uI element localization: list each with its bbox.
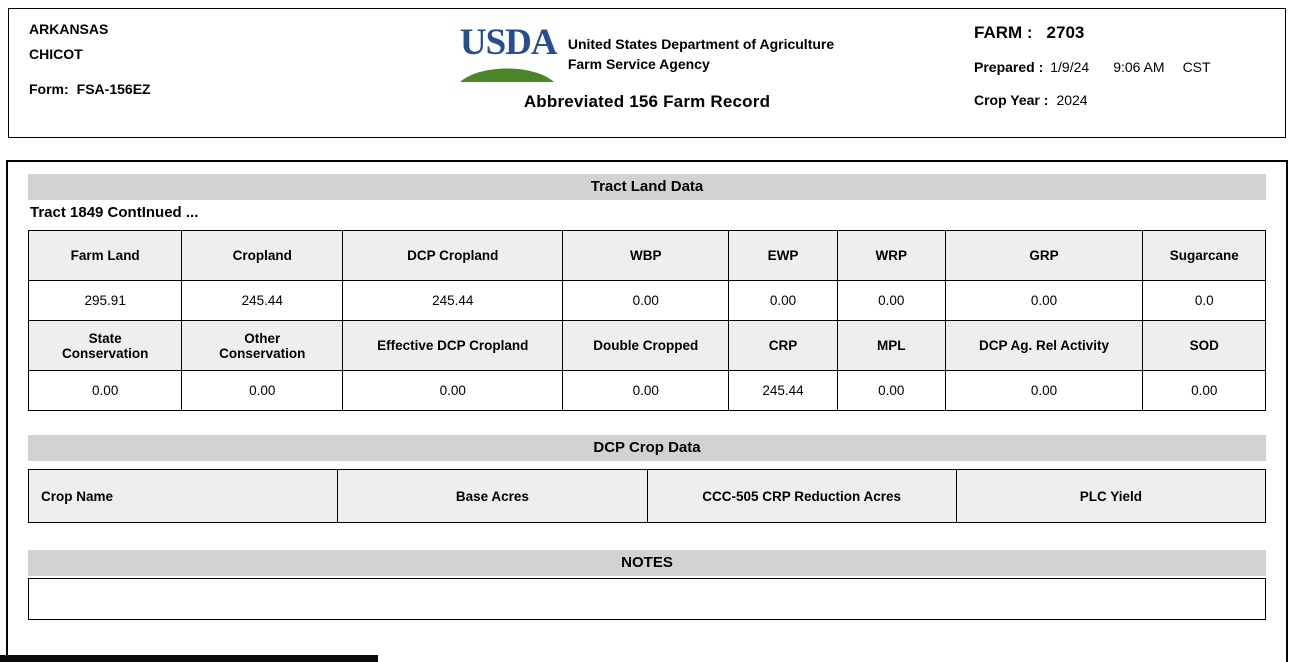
crop-year-label: Crop Year : <box>974 92 1049 108</box>
tract-header-cell: DCP Cropland <box>342 230 564 281</box>
tract-value-cell: 0.00 <box>181 370 344 411</box>
document-header: ARKANSAS CHICOT Form: FSA-156EZ USDA Unit… <box>8 8 1286 138</box>
tract-header-cell: GRP <box>944 230 1144 281</box>
tract-value-cell: 0.00 <box>562 280 730 321</box>
agency-line-1: United States Department of Agriculture <box>567 35 835 52</box>
tract-value-row-2: 0.00 0.00 0.00 0.00 245.44 0.00 0.00 0.0… <box>27 370 1266 411</box>
farm-number-line: FARM : 2703 <box>974 23 1211 43</box>
tract-header-cell: SOD <box>1142 320 1266 371</box>
tract-land-data-title: Tract Land Data <box>28 174 1266 200</box>
tract-header-row-1: Farm Land Cropland DCP Cropland WBP EWP … <box>27 230 1266 281</box>
farm-number: 2703 <box>1046 23 1085 42</box>
tract-header-cell: DCP Ag. Rel Activity <box>944 320 1144 371</box>
bottom-partial-bar <box>0 655 378 662</box>
tract-value-cell: 0.00 <box>728 280 838 321</box>
crop-year-line: Crop Year : 2024 <box>974 92 1211 108</box>
tract-header-cell: WRP <box>836 230 946 281</box>
tract-subtitle: Tract 1849 ContInued ... <box>30 204 199 221</box>
tract-header-cell: WBP <box>562 230 730 281</box>
tract-header-cell: Farm Land <box>27 230 183 281</box>
tract-header-cell: MPL <box>836 320 946 371</box>
tract-header-cell: Sugarcane <box>1142 230 1266 281</box>
crop-year-value: 2024 <box>1056 92 1088 108</box>
tract-value-row-1: 295.91 245.44 245.44 0.00 0.00 0.00 0.00… <box>27 280 1266 321</box>
tract-header-cell: Cropland <box>181 230 344 281</box>
tract-value-cell: 245.44 <box>342 280 564 321</box>
tract-value-cell: 0.00 <box>342 370 564 411</box>
header-farm-block: FARM : 2703 Prepared : 1/9/24 9:06 AM CST Cr… <box>974 23 1211 108</box>
tract-header-cell: EWP <box>728 230 838 281</box>
tract-value-cell: 0.00 <box>944 370 1144 411</box>
dcp-header-cell-crop-name: Crop Name <box>27 469 339 523</box>
tract-value-cell: 245.44 <box>181 280 344 321</box>
tract-value-cell: 0.0 <box>1142 280 1266 321</box>
document-title: Abbreviated 156 Farm Record <box>523 92 771 111</box>
usda-logo-row: USDA United States Department of Agricul… <box>459 22 834 82</box>
tract-value-cell: 295.91 <box>27 280 183 321</box>
prepared-timezone: CST <box>1182 59 1211 75</box>
notes-box <box>28 578 1266 620</box>
usda-swoosh-icon <box>459 68 554 82</box>
form-number-line: Form: FSA-156EZ <box>29 81 151 97</box>
farm-label: FARM : <box>974 23 1033 42</box>
tract-header-cell: Effective DCP Cropland <box>342 320 564 371</box>
agency-line-2: Farm Service Agency <box>567 55 710 72</box>
tract-value-cell: 0.00 <box>1142 370 1266 411</box>
prepared-line: Prepared : 1/9/24 9:06 AM CST <box>974 59 1211 75</box>
prepared-date: 1/9/24 <box>1050 59 1090 75</box>
usda-logo: USDA <box>459 22 558 82</box>
tract-land-table: Farm Land Cropland DCP Cropland WBP EWP … <box>27 230 1266 411</box>
dcp-header-row: Crop Name Base Acres CCC-505 CRP Reducti… <box>27 469 1267 523</box>
header-agency-block: USDA United States Department of Agricul… <box>9 22 1285 112</box>
header-location-block: ARKANSAS CHICOT Form: FSA-156EZ <box>29 21 151 97</box>
state-name: ARKANSAS <box>29 21 109 37</box>
notes-title: NOTES <box>28 550 1266 576</box>
tract-value-cell: 0.00 <box>836 370 946 411</box>
tract-value-cell: 0.00 <box>944 280 1144 321</box>
agency-name-block: United States Department of Agriculture … <box>568 34 834 74</box>
dcp-crop-table: Crop Name Base Acres CCC-505 CRP Reducti… <box>27 469 1267 523</box>
usda-logo-text: USDA <box>459 22 558 63</box>
county-name: CHICOT <box>29 46 83 62</box>
tract-value-cell: 245.44 <box>728 370 838 411</box>
dcp-header-cell-ccc505: CCC-505 CRP Reduction Acres <box>646 469 957 523</box>
tract-header-cell: State Conservation <box>27 320 183 371</box>
tract-header-cell: Double Cropped <box>562 320 730 371</box>
dcp-header-cell-base-acres: Base Acres <box>337 469 648 523</box>
tract-value-cell: 0.00 <box>562 370 730 411</box>
tract-header-cell: CRP <box>728 320 838 371</box>
dcp-header-cell-plc-yield: PLC Yield <box>955 469 1267 523</box>
tract-value-cell: 0.00 <box>836 280 946 321</box>
tract-value-cell: 0.00 <box>27 370 183 411</box>
form-value: FSA-156EZ <box>76 81 151 97</box>
tract-header-cell: Other Conservation <box>181 320 344 371</box>
farm-record-body: Tract Land Data Tract 1849 ContInued ...… <box>6 160 1288 662</box>
tract-header-row-2: State Conservation Other Conservation Ef… <box>27 320 1266 371</box>
form-label: Form: <box>29 81 69 97</box>
prepared-label: Prepared : <box>974 59 1044 75</box>
prepared-time: 9:06 AM <box>1113 59 1165 75</box>
dcp-crop-data-title: DCP Crop Data <box>28 435 1266 461</box>
